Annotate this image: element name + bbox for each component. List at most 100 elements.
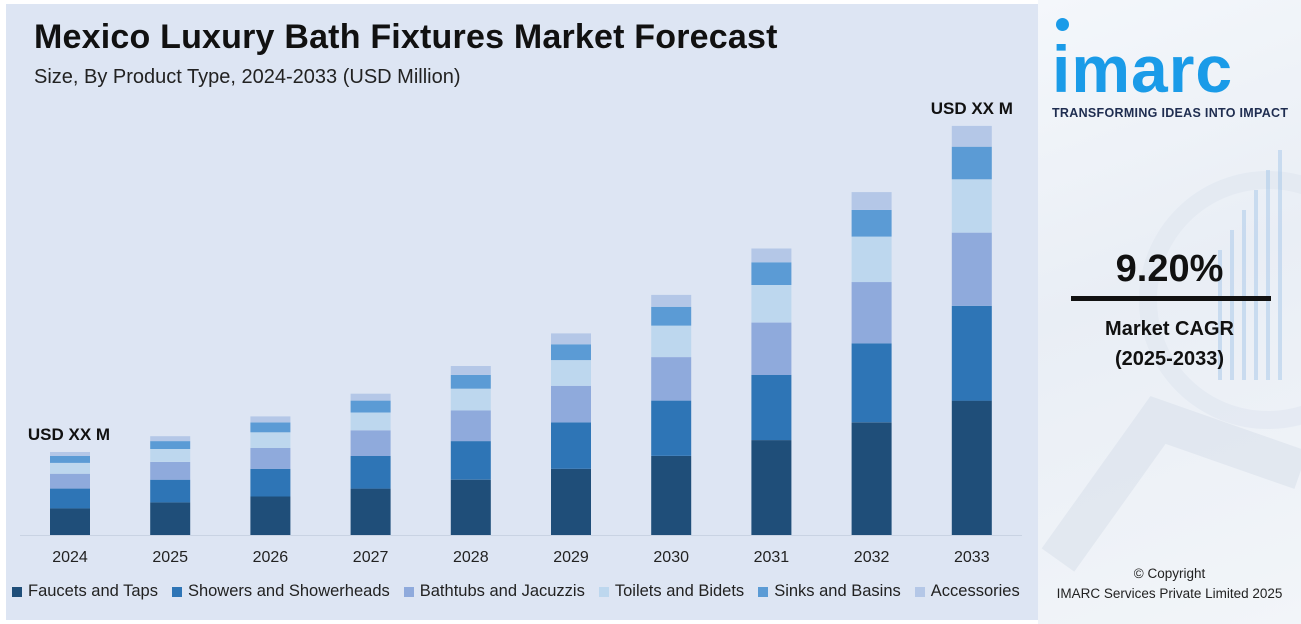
bar-segment-2031-0: [751, 440, 792, 535]
bar-segment-2027-3: [350, 412, 391, 431]
copyright-holder: IMARC Services Private Limited 2025: [1056, 586, 1283, 601]
bar-segment-2028-4: [450, 374, 491, 389]
bar-segment-2031-2: [751, 322, 792, 375]
copyright-text: © Copyright: [1133, 566, 1206, 581]
bar-segment-2033-1: [951, 305, 992, 401]
bar-segment-2030-5: [651, 294, 692, 307]
legend-item-4: Sinks and Basins: [758, 582, 901, 601]
stacked-bar-chart: 2024 USD XX M 2025 2026 2027 2028 2029 2030 2031…: [20, 99, 1022, 566]
bar-segment-2033-0: [951, 400, 992, 535]
bar-segment-2024-1: [50, 488, 90, 509]
legend-swatch: [12, 586, 22, 597]
bar-segment-2031-5: [751, 248, 792, 263]
x-tick-label: 2032: [854, 549, 890, 566]
x-tick-label: 2025: [152, 549, 188, 566]
bar-segment-2029-1: [551, 422, 591, 469]
bar-segment-2031-3: [751, 285, 792, 323]
bar-segment-2030-4: [651, 306, 692, 326]
cagr-period: (2025-2033): [1115, 348, 1224, 370]
logo-dot-icon: [1056, 18, 1069, 31]
bar-annotation-2024: USD XX M: [28, 425, 110, 444]
bar-segment-2032-2: [851, 282, 892, 344]
legend-label: Accessories: [930, 582, 1020, 600]
chart-title: Mexico Luxury Bath Fixtures Market Forec…: [34, 18, 778, 56]
bar-segment-2026-5: [250, 416, 291, 423]
legend-label: Toilets and Bidets: [614, 582, 745, 600]
x-tick-label: 2029: [553, 549, 589, 566]
bar-segment-2024-3: [50, 462, 90, 474]
legend-item-3: Toilets and Bidets: [598, 582, 745, 601]
bar-segment-2032-4: [851, 209, 892, 237]
bar-segment-2025-2: [150, 461, 191, 480]
bar-segment-2027-2: [350, 430, 391, 456]
bar-segment-2031-1: [751, 374, 792, 441]
bar-segment-2031-4: [751, 262, 792, 285]
bar-segment-2024-4: [50, 456, 90, 463]
legend-swatch: [914, 586, 925, 597]
bar-segment-2027-0: [350, 488, 391, 535]
bar-segment-2029-5: [551, 333, 591, 345]
imarc-logo: imarc: [1052, 32, 1234, 106]
legend-swatch: [403, 586, 414, 597]
x-tick-label: 2031: [754, 549, 790, 566]
x-tick-label: 2027: [353, 549, 389, 566]
bar-segment-2028-2: [450, 410, 491, 442]
bar-segment-2025-4: [150, 441, 191, 449]
bar-segment-2033-2: [951, 232, 992, 306]
bar-segment-2028-1: [450, 441, 491, 480]
bar-segment-2030-0: [651, 456, 692, 535]
bar-segment-2025-1: [150, 479, 191, 503]
bar-segment-2026-1: [250, 468, 291, 497]
bar-segment-2028-5: [450, 366, 491, 375]
bar-segment-2029-4: [551, 344, 591, 361]
bar-segment-2029-0: [551, 468, 591, 535]
bar-segment-2025-5: [150, 436, 191, 442]
x-tick-label: 2033: [954, 549, 990, 566]
cagr-label: Market CAGR: [1105, 318, 1234, 340]
legend-label: Showers and Showerheads: [187, 582, 390, 600]
bar-segment-2033-3: [951, 179, 992, 233]
legend-item-0: Faucets and Taps: [12, 582, 158, 601]
cagr-divider: [1071, 296, 1271, 301]
x-tick-label: 2026: [253, 549, 289, 566]
bar-segment-2029-3: [551, 360, 591, 386]
x-tick-label: 2030: [653, 549, 689, 566]
side-panel: imarc TRANSFORMING IDEAS INTO IMPACT 9.2…: [1038, 0, 1301, 624]
bar-segment-2024-0: [50, 508, 90, 535]
legend-item-2: Bathtubs and Jacuzzis: [403, 582, 585, 601]
bar-annotation-2033: USD XX M: [931, 99, 1013, 118]
logo-tagline: TRANSFORMING IDEAS INTO IMPACT: [1052, 106, 1289, 120]
bar-segment-2024-5: [50, 452, 90, 456]
bar-segment-2029-2: [551, 385, 591, 423]
bar-segment-2027-5: [350, 393, 391, 401]
bar-segment-2027-1: [350, 456, 391, 489]
bar-segment-2032-1: [851, 343, 892, 423]
bar-segment-2027-4: [350, 400, 391, 413]
bar-segment-2024-2: [50, 473, 90, 489]
legend-item-5: Accessories: [914, 582, 1020, 601]
legend-label: Bathtubs and Jacuzzis: [419, 582, 585, 600]
bar-segment-2025-0: [150, 502, 191, 535]
bar-segment-2026-0: [250, 496, 291, 535]
cagr-value: 9.20%: [1115, 248, 1224, 290]
bar-segment-2032-3: [851, 236, 892, 283]
legend-label: Faucets and Taps: [28, 582, 158, 600]
chart-subtitle: Size, By Product Type, 2024-2033 (USD Mi…: [34, 66, 461, 88]
x-tick-label: 2024: [52, 549, 88, 566]
bar-segment-2028-0: [450, 479, 491, 535]
bar-segment-2032-5: [851, 192, 892, 210]
legend-item-1: Showers and Showerheads: [171, 582, 390, 601]
bar-segment-2026-2: [250, 448, 291, 469]
bar-segment-2032-0: [851, 422, 892, 535]
bar-segment-2030-1: [651, 400, 692, 456]
bar-segment-2030-3: [651, 325, 692, 358]
legend-swatch: [758, 586, 769, 597]
legend-swatch: [598, 586, 609, 597]
bar-segment-2028-3: [450, 388, 491, 411]
legend-swatch: [171, 586, 182, 597]
chart-legend: Faucets and Taps Showers and Showerheads B…: [12, 582, 1036, 601]
bar-segment-2026-4: [250, 422, 291, 433]
bar-segment-2025-3: [150, 449, 191, 462]
x-tick-label: 2028: [453, 549, 489, 566]
bar-segment-2033-4: [951, 146, 992, 180]
